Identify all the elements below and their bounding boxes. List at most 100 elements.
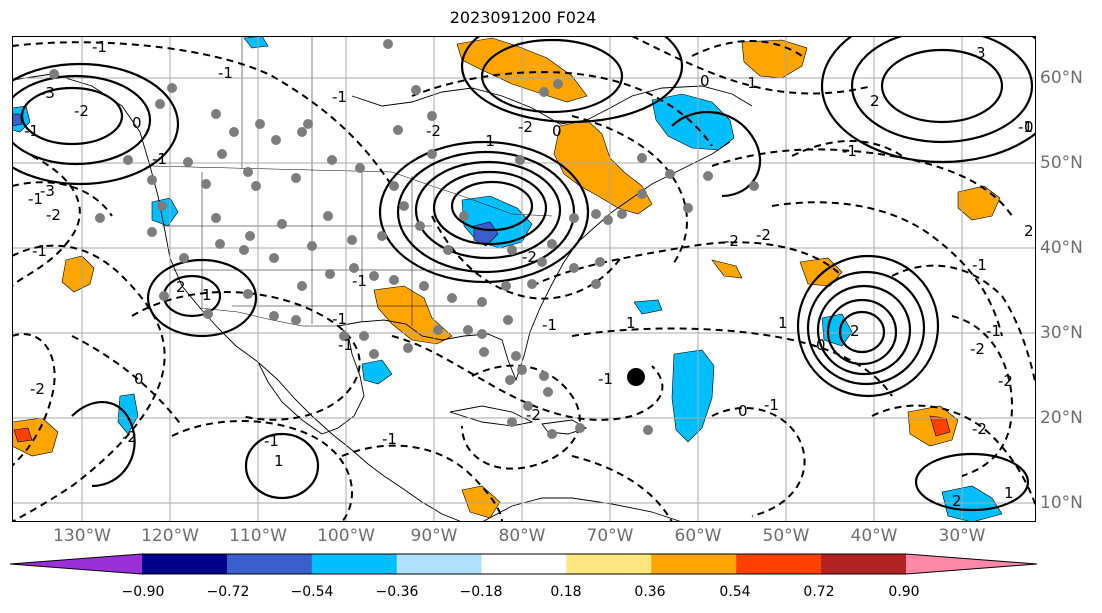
contour-label: 2 xyxy=(176,278,186,296)
lat-label-50n: 50°N xyxy=(1040,153,1083,173)
contour-label: 2 xyxy=(952,492,962,510)
colorbar-arrow-max xyxy=(906,554,1037,574)
contour-label: -2 xyxy=(518,118,533,136)
contour-label: 1 xyxy=(778,314,788,332)
contour-label: -2 xyxy=(30,380,45,398)
contour-label: -1 xyxy=(218,64,233,82)
contour-label: 0 xyxy=(132,114,142,132)
colorbar-tick: −0.18 xyxy=(459,584,503,600)
colorbar-segment xyxy=(226,554,313,574)
lon-label-110w: 110°W xyxy=(229,526,287,546)
lat-label-20n: 20°N xyxy=(1040,408,1083,428)
contour-label: -2 xyxy=(426,122,441,140)
shade-orange-moma xyxy=(711,259,743,279)
contour-label: 1 xyxy=(626,314,636,332)
high-center-atlantic xyxy=(838,310,886,354)
shade-red-atl-south xyxy=(929,415,951,437)
shade-blue-se-corner xyxy=(941,485,1003,522)
contour-label: -1 xyxy=(352,272,367,290)
lat-label-10n: 10°N xyxy=(1040,493,1083,513)
contour-label: -3 xyxy=(40,182,55,200)
lon-label-120w: 120°W xyxy=(141,526,199,546)
lon-label-40w: 40°W xyxy=(850,526,898,546)
coast-south-america xyxy=(481,497,683,522)
colorbar xyxy=(10,553,1038,575)
contour-label: -2 xyxy=(998,372,1013,390)
colorbar-segment xyxy=(566,554,652,574)
colorbar-tick: 0.90 xyxy=(888,584,920,600)
lon-label-30w: 30°W xyxy=(938,526,986,546)
colorbar-segment xyxy=(481,554,567,574)
colorbar-tick: 0.72 xyxy=(803,584,835,600)
colorbar-segment xyxy=(651,554,737,574)
contour-label: -2 xyxy=(522,248,537,266)
lon-label-80w: 80°W xyxy=(498,526,546,546)
coast-cuba xyxy=(449,405,534,427)
lon-label-100w: 100°W xyxy=(317,526,375,546)
contour-label: -2 xyxy=(756,226,771,244)
contour-label: 0 xyxy=(700,72,710,90)
colorbar-segment xyxy=(142,554,228,574)
lon-label-90w: 90°W xyxy=(410,526,458,546)
lon-label-60w: 60°W xyxy=(674,526,722,546)
map-panel: -1 -1 -1 -2 -3 -2 -1 0 0 -2 -1 -1 -2 -1 … xyxy=(12,36,1036,522)
colorbar-arrow-min xyxy=(10,554,142,574)
lon-label-50w: 50°W xyxy=(762,526,810,546)
colorbar-segments xyxy=(10,554,1037,574)
colorbar-tick: −0.90 xyxy=(121,584,165,600)
colorbar-tick: 0.18 xyxy=(550,584,582,600)
contour-label: -1 xyxy=(332,88,347,106)
contour-label: -1 xyxy=(382,430,397,448)
coast-gulf-east xyxy=(337,141,731,382)
shade-orange-caribbean-s xyxy=(461,485,501,519)
contour-label: -1 xyxy=(842,142,857,160)
contour-label: -1 xyxy=(480,132,495,150)
colorbar-tick: 0.36 xyxy=(634,584,666,600)
lon-label-130w: 130°W xyxy=(53,526,111,546)
contour-label-group: -1 -1 -1 -2 -3 -2 -1 0 0 -2 -1 -1 -2 -1 … xyxy=(24,38,1034,510)
colorbar-tick: −0.54 xyxy=(290,584,334,600)
contour-label: -1 xyxy=(742,74,757,92)
contour-label: -1 xyxy=(972,256,987,274)
coast-north-america xyxy=(12,73,463,522)
contour-label: -1 xyxy=(986,322,1001,340)
lat-label-60n: 60°N xyxy=(1040,68,1083,88)
contour-label: -1 xyxy=(764,396,779,414)
positive-contours xyxy=(12,36,1036,512)
contour-label: -1 xyxy=(338,336,353,354)
shade-orange-newfoundland xyxy=(553,119,653,215)
map-title: 2023091200 F024 xyxy=(449,8,597,27)
contour-label: 1 xyxy=(1004,484,1014,502)
low-center-greatlakes xyxy=(450,180,534,232)
contour-label: 0 xyxy=(134,370,144,388)
high-northeast xyxy=(880,48,1004,124)
contour-label: -1 xyxy=(264,432,279,450)
shade-orange-atl-east xyxy=(957,185,1001,221)
lat-label-30n: 30°N xyxy=(1040,323,1083,343)
colorbar-tick: 0.54 xyxy=(719,584,751,600)
lat-label-40n: 40°N xyxy=(1040,238,1083,258)
shade-red-pacific-sw xyxy=(13,427,33,443)
high-pacific-s xyxy=(244,432,320,500)
contour-label: -1 xyxy=(1018,118,1033,136)
contour-label: -1 xyxy=(542,316,557,334)
shade-darkblue-alaska xyxy=(12,113,23,127)
contour-label: -1 xyxy=(28,190,43,208)
shade-blue-atl-small xyxy=(633,299,663,315)
contour-label: -2 xyxy=(122,428,137,446)
colorbar-segment xyxy=(821,554,907,574)
colorbar-segment xyxy=(736,554,822,574)
contour-label: -1 xyxy=(32,242,47,260)
contour-label: 0 xyxy=(816,336,826,354)
coast-canada-north xyxy=(351,85,753,125)
station-dots xyxy=(49,39,759,439)
contour-label: -2 xyxy=(972,420,987,438)
shade-blue-gulf xyxy=(361,359,393,385)
contour-label: 1 xyxy=(202,286,212,304)
contour-label: 3 xyxy=(976,44,986,62)
shade-blue-atl-mid xyxy=(671,349,715,443)
contour-label: 2 xyxy=(850,322,860,340)
lon-label-70w: 70°W xyxy=(586,526,634,546)
low-gulf-alaska xyxy=(20,86,124,146)
colorbar-segment xyxy=(311,554,398,574)
